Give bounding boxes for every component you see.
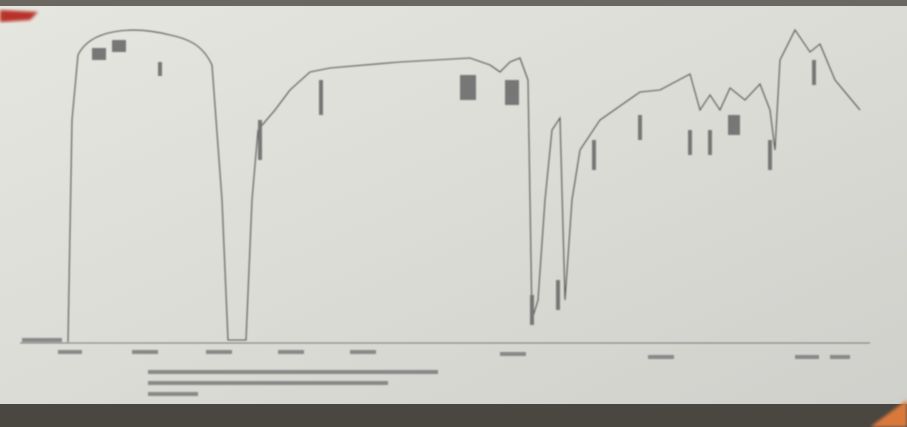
- peak-label-blob: [460, 75, 476, 100]
- peak-label-blob: [556, 280, 560, 310]
- axis-label-blob: [132, 350, 158, 354]
- peak-label-blob: [505, 80, 519, 105]
- peak-label-blob: [158, 62, 162, 76]
- axis-label-blob: [58, 350, 82, 354]
- peak-label-blob: [768, 140, 772, 170]
- axis-label-blob: [350, 350, 376, 354]
- axis-label-blob: [648, 355, 674, 359]
- footer-text-blob: [148, 381, 388, 385]
- axis-label-blob: [206, 350, 232, 354]
- peak-label-blob: [812, 60, 816, 85]
- peak-label-blob: [592, 140, 596, 170]
- page: [0, 0, 907, 427]
- peak-label-blob: [728, 115, 740, 135]
- footer-text-blob: [148, 392, 198, 396]
- peak-label-blob: [530, 295, 534, 325]
- peak-label-blob: [638, 115, 642, 140]
- photo: [0, 0, 907, 427]
- paper: [0, 6, 907, 404]
- peak-label-blob: [708, 130, 712, 155]
- footer-text-blob: [148, 370, 438, 374]
- peak-label-blob: [258, 120, 262, 160]
- peak-label-blob: [112, 40, 126, 52]
- axis-label-blob: [278, 350, 304, 354]
- peak-label-blob: [688, 130, 692, 155]
- table-edge: [0, 404, 907, 427]
- axis-label-blob: [500, 352, 526, 356]
- peak-label-blob: [319, 80, 323, 115]
- axis-label-blob: [830, 355, 850, 359]
- peak-label-blob: [92, 48, 106, 60]
- axis-label-blob: [22, 338, 62, 342]
- axis-label-blob: [795, 355, 819, 359]
